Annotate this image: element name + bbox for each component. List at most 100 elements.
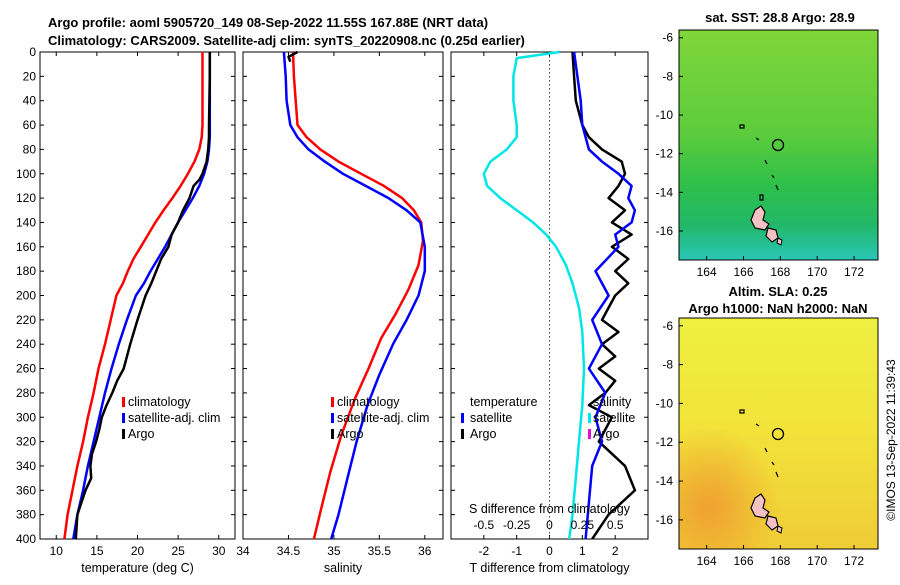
legend-label: satellite (470, 411, 512, 425)
series-satellite (282, 51, 427, 540)
sst-islands (739, 124, 783, 246)
y-tick-label: 140 (16, 215, 36, 229)
map-y-tick-label: -6 (662, 31, 673, 45)
sla-argo-location (771, 427, 785, 441)
x-tick-label: 2 (612, 544, 619, 558)
legend-label: Argo (593, 427, 619, 441)
x-axis-label: temperature (deg C) (81, 561, 194, 575)
series-t-satellite (482, 50, 586, 540)
map-y-tick-label: -14 (656, 474, 674, 488)
series-climatology (63, 52, 204, 540)
legend-marker (588, 413, 591, 423)
series-argo (74, 52, 212, 540)
legend-marker (122, 429, 125, 439)
title-line1: Argo profile: aoml 5905720_149 08-Sep-20… (48, 15, 488, 30)
sst-field (679, 30, 878, 260)
map-frame (678, 317, 879, 550)
legend-label: satellite (593, 411, 635, 425)
legend-marker (331, 429, 334, 439)
map-y-tick-label: -8 (662, 69, 673, 83)
series-argo (287, 50, 299, 63)
profile-panels: 0204060801001201401601802002202402602803… (16, 45, 649, 575)
y-tick-label: 260 (16, 362, 36, 376)
y-tick-label: 20 (23, 69, 37, 83)
series-t-argo (571, 51, 637, 540)
legend-label: Argo (128, 427, 154, 441)
x-tick-label: 25 (171, 544, 185, 558)
map-y-tick-label: -6 (662, 319, 673, 333)
legend-label: climatology (337, 395, 400, 409)
y-tick-label: 280 (16, 386, 36, 400)
sst-map: 164 166 168 170 172 -6 -8 -10 -12 -14 -16 (656, 29, 879, 279)
panel-temperature: 0 20 40 60 80 100 120 140 160 180 200 220 240 260 280 3… (16, 45, 236, 575)
map-y-tick-label: -10 (656, 396, 674, 410)
map-x-tick-label: 172 (844, 265, 864, 279)
legend-label: Argo (337, 427, 363, 441)
y-tick-label: 60 (23, 118, 37, 132)
y-tick-label: 300 (16, 410, 36, 424)
map-y-tick-label: -10 (656, 108, 674, 122)
legend-marker (122, 397, 125, 407)
map-x-tick-label: 170 (807, 265, 827, 279)
y-tick-label: 80 (23, 142, 37, 156)
title-line2: Climatology: CARS2009. Satellite-adj cli… (48, 33, 525, 48)
sst-argo-location (771, 138, 785, 152)
sla-map-title2: Argo h1000: NaN h2000: NaN (688, 301, 867, 316)
y-tick-label: 100 (16, 167, 36, 181)
y-tick-label: 0 (29, 45, 36, 59)
y-tick-label: 340 (16, 459, 36, 473)
x-tick-label: 0 (546, 544, 553, 558)
y-tick-label: 400 (16, 532, 36, 546)
map-y-tick-label: -8 (662, 358, 673, 372)
map-x-tick-label: 170 (807, 554, 827, 568)
x-tick-label: 1 (579, 544, 586, 558)
y-tick-label: 40 (23, 94, 37, 108)
x-tick-label: 34 (236, 544, 250, 558)
x-axis-label: salinity (324, 561, 363, 575)
map-x-tick-label: 166 (733, 554, 753, 568)
imos-watermark: ©IMOS 13-Sep-2022 11:39:43 (884, 359, 898, 521)
map-x-tick-label: 168 (770, 554, 790, 568)
legend-marker (588, 429, 591, 439)
secondary-tick-label: -0.5 (473, 518, 494, 532)
x-tick-label: 34.5 (277, 544, 301, 558)
map-frame (678, 29, 879, 261)
x-tick-label: 35 (327, 544, 341, 558)
secondary-axis-label: S difference from climatology (469, 502, 631, 516)
legend-marker (461, 429, 464, 439)
x-tick-label: 10 (50, 544, 64, 558)
legend-marker (331, 397, 334, 407)
x-tick-label: 30 (212, 544, 226, 558)
legend-marker (331, 413, 334, 423)
y-tick-label: 320 (16, 435, 36, 449)
y-tick-label: 200 (16, 289, 36, 303)
secondary-tick-label: 0.25 (571, 518, 595, 532)
x-tick-label: 36 (418, 544, 432, 558)
secondary-tick-label: 0.5 (607, 518, 624, 532)
x-tick-label: -1 (511, 544, 522, 558)
map-y-tick-label: -14 (656, 185, 674, 199)
y-tick-label: 360 (16, 483, 36, 497)
panel-salinity: 34 34.5 35 35.5 36 salinity climatology satelli… (236, 50, 444, 575)
sla-map: 164 166 168 170 172 -6 -8 -10 -12 -14 -16 (656, 317, 879, 568)
y-tick-label: 180 (16, 264, 36, 278)
sst-axes: 164 166 168 170 172 -6 -8 -10 -12 -14 -16 (656, 29, 879, 279)
panel-frame (39, 51, 236, 540)
y-tick-label: 160 (16, 240, 36, 254)
map-y-tick-label: -12 (656, 147, 674, 161)
y-tick-label: 380 (16, 508, 36, 522)
legend-label: climatology (128, 395, 191, 409)
y-tick-label: 120 (16, 191, 36, 205)
legend-label: temperature (470, 395, 537, 409)
x-axis-label: T difference from climatology (469, 561, 630, 575)
series-s-satellite (572, 51, 637, 540)
legend-label: salinity (593, 395, 632, 409)
map-x-tick-label: 166 (733, 265, 753, 279)
legend-marker (461, 413, 464, 423)
x-tick-label: 20 (131, 544, 145, 558)
legend-label: satellite-adj. clim (337, 411, 429, 425)
legend-marker (122, 413, 125, 423)
map-x-tick-label: 168 (770, 265, 790, 279)
secondary-tick-label: -0.25 (503, 518, 531, 532)
